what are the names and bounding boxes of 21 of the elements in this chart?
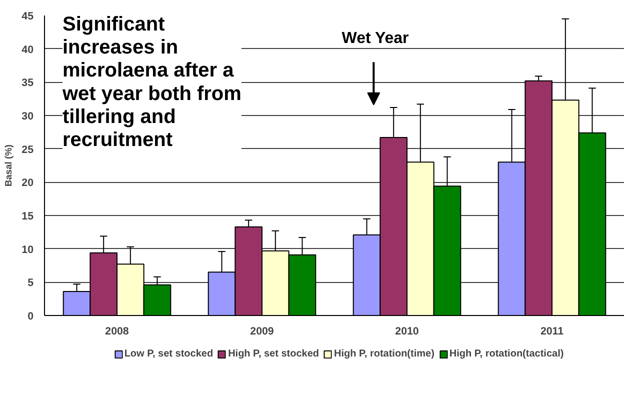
x-tick-label: 2008 xyxy=(105,326,129,338)
legend-label: High P, set stocked xyxy=(228,348,320,360)
y-tick-label: 0 xyxy=(28,310,34,322)
legend-label: High P, rotation(time) xyxy=(334,348,434,360)
y-tick-label: 45 xyxy=(22,10,34,22)
y-tick-label: 10 xyxy=(22,244,34,256)
annotation: Significant increases in microlaena after a wet year both from tillering and recruitment xyxy=(62,14,242,151)
x-tick-label: 2009 xyxy=(250,326,274,338)
y-tick-label: 40 xyxy=(22,44,34,56)
y-axis-title: Basal (%) xyxy=(4,144,14,186)
y-tick-label: 20 xyxy=(22,177,34,190)
y-tick-label: 5 xyxy=(28,277,34,290)
y-tick-label: 30 xyxy=(22,110,34,122)
legend-label: High P, rotation(tactical) xyxy=(449,348,564,360)
y-tick-label: 25 xyxy=(22,144,34,156)
y-tick-label: 15 xyxy=(22,210,34,222)
x-tick-label: 2010 xyxy=(395,326,419,338)
x-tick-label: 2011 xyxy=(540,326,564,338)
legend-label: Low P, set stocked xyxy=(124,348,214,360)
y-tick-label: 35 xyxy=(22,77,34,90)
annotation: Wet Year xyxy=(342,30,409,47)
